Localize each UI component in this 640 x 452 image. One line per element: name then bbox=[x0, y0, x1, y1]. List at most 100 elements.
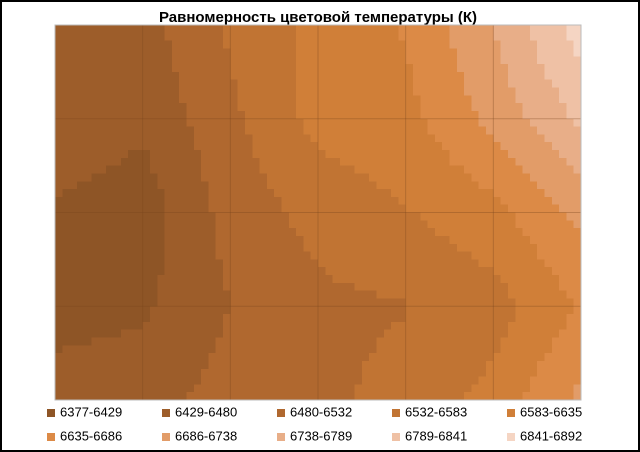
contour-cell bbox=[91, 259, 100, 268]
contour-cell bbox=[551, 353, 560, 362]
contour-cell bbox=[164, 235, 173, 245]
contour-cell bbox=[113, 142, 122, 151]
contour-cell bbox=[288, 48, 297, 57]
contour-cell bbox=[456, 79, 465, 88]
contour-cell bbox=[522, 267, 531, 276]
contour-cell bbox=[171, 196, 180, 206]
contour-cell bbox=[310, 212, 319, 221]
contour-cell bbox=[318, 376, 326, 385]
contour-cell bbox=[281, 282, 290, 292]
contour-cell bbox=[420, 220, 429, 229]
contour-cell bbox=[507, 282, 516, 292]
contour-cell bbox=[339, 376, 348, 385]
contour-cell bbox=[259, 329, 268, 338]
contour-cell bbox=[376, 40, 385, 49]
contour-cell bbox=[223, 181, 231, 190]
contour-cell bbox=[164, 368, 173, 378]
contour-cell bbox=[486, 306, 494, 315]
contour-cell bbox=[223, 267, 231, 276]
contour-cell bbox=[434, 71, 443, 81]
contour-cell bbox=[113, 157, 122, 167]
contour-cell bbox=[456, 118, 465, 128]
contour-cell bbox=[354, 243, 363, 253]
contour-cell bbox=[522, 142, 531, 151]
contour-cell bbox=[128, 40, 136, 49]
contour-cell bbox=[383, 79, 392, 88]
contour-cell bbox=[288, 384, 297, 393]
contour-cell bbox=[369, 306, 377, 315]
contour-cell bbox=[339, 48, 348, 57]
contour-cell bbox=[442, 79, 450, 88]
contour-cell bbox=[456, 134, 465, 143]
contour-cell bbox=[427, 298, 436, 307]
contour-cell bbox=[391, 71, 399, 81]
contour-cell bbox=[515, 71, 524, 81]
contour-cell bbox=[142, 220, 151, 229]
contour-cell bbox=[573, 189, 582, 198]
contour-cell bbox=[193, 25, 202, 34]
contour-cell bbox=[420, 87, 429, 96]
contour-cell bbox=[135, 150, 144, 159]
contour-cell bbox=[164, 275, 173, 284]
contour-cell bbox=[230, 376, 239, 385]
contour-cell bbox=[354, 40, 363, 49]
contour-cell bbox=[456, 212, 465, 221]
contour-cell bbox=[303, 110, 312, 120]
contour-cell bbox=[157, 384, 166, 393]
contour-cell bbox=[456, 142, 465, 151]
contour-cell bbox=[376, 204, 385, 213]
contour-cell bbox=[515, 118, 524, 128]
contour-cell bbox=[412, 345, 421, 354]
contour-cell bbox=[171, 392, 180, 401]
contour-cell bbox=[215, 314, 224, 323]
contour-cell bbox=[135, 95, 144, 104]
contour-cell bbox=[193, 110, 202, 120]
contour-cell bbox=[376, 314, 385, 323]
contour-cell bbox=[434, 360, 443, 370]
contour-cell bbox=[208, 25, 217, 34]
contour-cell bbox=[515, 353, 524, 362]
contour-cell bbox=[164, 220, 173, 229]
contour-cell bbox=[442, 157, 450, 167]
contour-cell bbox=[559, 298, 567, 307]
contour-cell bbox=[135, 79, 144, 88]
contour-cell bbox=[106, 243, 114, 253]
contour-cell bbox=[223, 376, 231, 385]
contour-cell bbox=[55, 212, 63, 221]
contour-cell bbox=[164, 134, 173, 143]
contour-cell bbox=[376, 56, 385, 65]
contour-cell bbox=[471, 220, 480, 229]
contour-cell bbox=[230, 243, 239, 253]
contour-cell bbox=[486, 360, 494, 370]
contour-cell bbox=[449, 290, 458, 299]
contour-cell bbox=[339, 103, 348, 112]
contour-cell bbox=[296, 392, 304, 401]
contour-cell bbox=[208, 142, 217, 151]
contour-cell bbox=[128, 251, 136, 260]
contour-cell bbox=[113, 56, 122, 65]
contour-cell bbox=[193, 87, 202, 96]
contour-cell bbox=[303, 235, 312, 245]
contour-cell bbox=[500, 282, 509, 292]
contour-cell bbox=[310, 87, 319, 96]
contour-cell bbox=[573, 267, 582, 276]
contour-cell bbox=[507, 150, 516, 159]
contour-cell bbox=[288, 392, 297, 401]
contour-cell bbox=[171, 79, 180, 88]
contour-cell bbox=[55, 345, 63, 354]
contour-cell bbox=[142, 150, 151, 159]
contour-cell bbox=[91, 40, 100, 49]
contour-cell bbox=[149, 259, 158, 268]
contour-cell bbox=[537, 243, 545, 253]
contour-cell bbox=[230, 118, 239, 128]
contour-cell bbox=[486, 150, 494, 159]
contour-cell bbox=[566, 360, 575, 370]
contour-cell bbox=[369, 368, 377, 378]
contour-cell bbox=[318, 298, 326, 307]
contour-cell bbox=[193, 360, 202, 370]
contour-cell bbox=[486, 118, 494, 128]
contour-cell bbox=[76, 376, 85, 385]
contour-cell bbox=[478, 134, 487, 143]
contour-cell bbox=[420, 376, 429, 385]
contour-cell bbox=[318, 56, 326, 65]
